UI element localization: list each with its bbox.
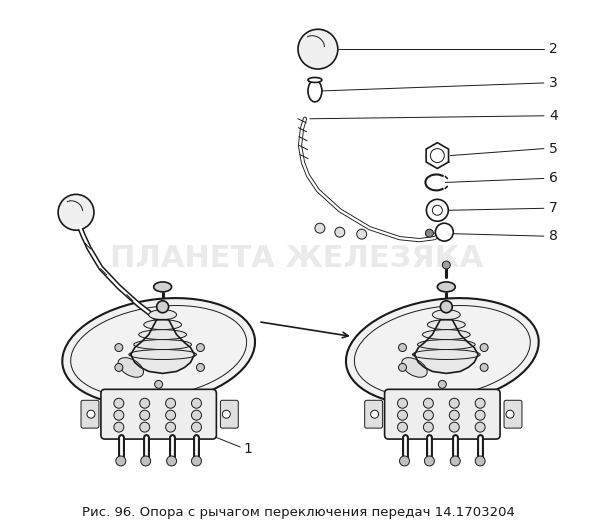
Circle shape [438, 380, 447, 388]
Circle shape [423, 422, 433, 432]
Circle shape [475, 456, 485, 466]
Circle shape [399, 456, 410, 466]
Circle shape [114, 398, 124, 408]
Circle shape [115, 363, 123, 371]
Circle shape [141, 456, 150, 466]
Ellipse shape [417, 340, 475, 350]
Circle shape [114, 422, 124, 432]
Text: 3: 3 [549, 76, 558, 90]
Circle shape [357, 229, 367, 239]
Polygon shape [414, 320, 478, 373]
FancyBboxPatch shape [504, 400, 522, 428]
Circle shape [192, 410, 201, 420]
Circle shape [430, 149, 444, 163]
Ellipse shape [308, 80, 322, 102]
Text: 6: 6 [549, 171, 558, 186]
Circle shape [450, 422, 459, 432]
Circle shape [167, 456, 177, 466]
Circle shape [398, 410, 408, 420]
Circle shape [442, 261, 450, 269]
Circle shape [475, 398, 485, 408]
Ellipse shape [70, 306, 247, 398]
Circle shape [426, 229, 433, 237]
Polygon shape [426, 143, 448, 168]
Ellipse shape [153, 282, 171, 292]
Ellipse shape [427, 320, 465, 330]
Circle shape [480, 343, 488, 351]
Ellipse shape [62, 298, 255, 405]
Circle shape [450, 398, 459, 408]
Circle shape [335, 227, 345, 237]
Circle shape [140, 398, 150, 408]
FancyBboxPatch shape [384, 389, 500, 439]
Circle shape [424, 456, 435, 466]
Circle shape [399, 363, 407, 371]
Circle shape [140, 410, 150, 420]
Circle shape [475, 410, 485, 420]
Ellipse shape [144, 320, 181, 330]
Ellipse shape [423, 330, 470, 340]
Ellipse shape [355, 306, 530, 398]
Circle shape [155, 380, 162, 388]
FancyBboxPatch shape [220, 400, 238, 428]
Circle shape [192, 422, 201, 432]
Circle shape [371, 410, 378, 418]
Polygon shape [131, 320, 195, 373]
Ellipse shape [118, 358, 143, 377]
Circle shape [87, 410, 95, 418]
Circle shape [441, 301, 453, 313]
Text: 2: 2 [549, 42, 558, 56]
Circle shape [398, 398, 408, 408]
Circle shape [165, 398, 176, 408]
Text: 4: 4 [549, 109, 558, 123]
Text: 5: 5 [549, 141, 558, 156]
Circle shape [58, 195, 94, 230]
Circle shape [506, 410, 514, 418]
Text: ПЛАНЕТА ЖЕЛЕЗЯКА: ПЛАНЕТА ЖЕЛЕЗЯКА [110, 244, 484, 272]
Ellipse shape [402, 358, 427, 377]
Circle shape [165, 410, 176, 420]
FancyBboxPatch shape [101, 389, 216, 439]
Circle shape [298, 29, 338, 69]
Circle shape [423, 410, 433, 420]
Ellipse shape [413, 350, 480, 359]
Circle shape [116, 456, 126, 466]
Circle shape [196, 343, 204, 351]
Ellipse shape [149, 310, 177, 320]
Circle shape [114, 410, 124, 420]
Text: 1: 1 [243, 442, 252, 456]
FancyBboxPatch shape [81, 400, 99, 428]
Circle shape [432, 205, 442, 215]
Circle shape [115, 343, 123, 351]
Circle shape [140, 422, 150, 432]
FancyBboxPatch shape [365, 400, 383, 428]
Circle shape [423, 398, 433, 408]
Ellipse shape [308, 77, 322, 83]
Circle shape [315, 223, 325, 233]
Circle shape [192, 398, 201, 408]
Ellipse shape [139, 330, 186, 340]
Circle shape [426, 199, 448, 221]
Circle shape [475, 422, 485, 432]
Text: 8: 8 [549, 229, 558, 243]
Circle shape [196, 363, 204, 371]
Circle shape [435, 223, 453, 241]
Ellipse shape [438, 282, 456, 292]
Circle shape [165, 422, 176, 432]
Ellipse shape [432, 310, 460, 320]
Text: 7: 7 [549, 201, 558, 215]
Circle shape [222, 410, 230, 418]
Ellipse shape [346, 298, 538, 405]
Ellipse shape [134, 340, 192, 350]
Ellipse shape [129, 350, 196, 359]
Circle shape [398, 422, 408, 432]
Circle shape [480, 363, 488, 371]
Circle shape [399, 343, 407, 351]
Text: Рис. 96. Опора с рычагом переключения передач 14.1703204: Рис. 96. Опора с рычагом переключения пе… [82, 506, 515, 519]
Circle shape [156, 301, 168, 313]
Circle shape [450, 410, 459, 420]
Circle shape [192, 456, 201, 466]
Circle shape [450, 456, 460, 466]
